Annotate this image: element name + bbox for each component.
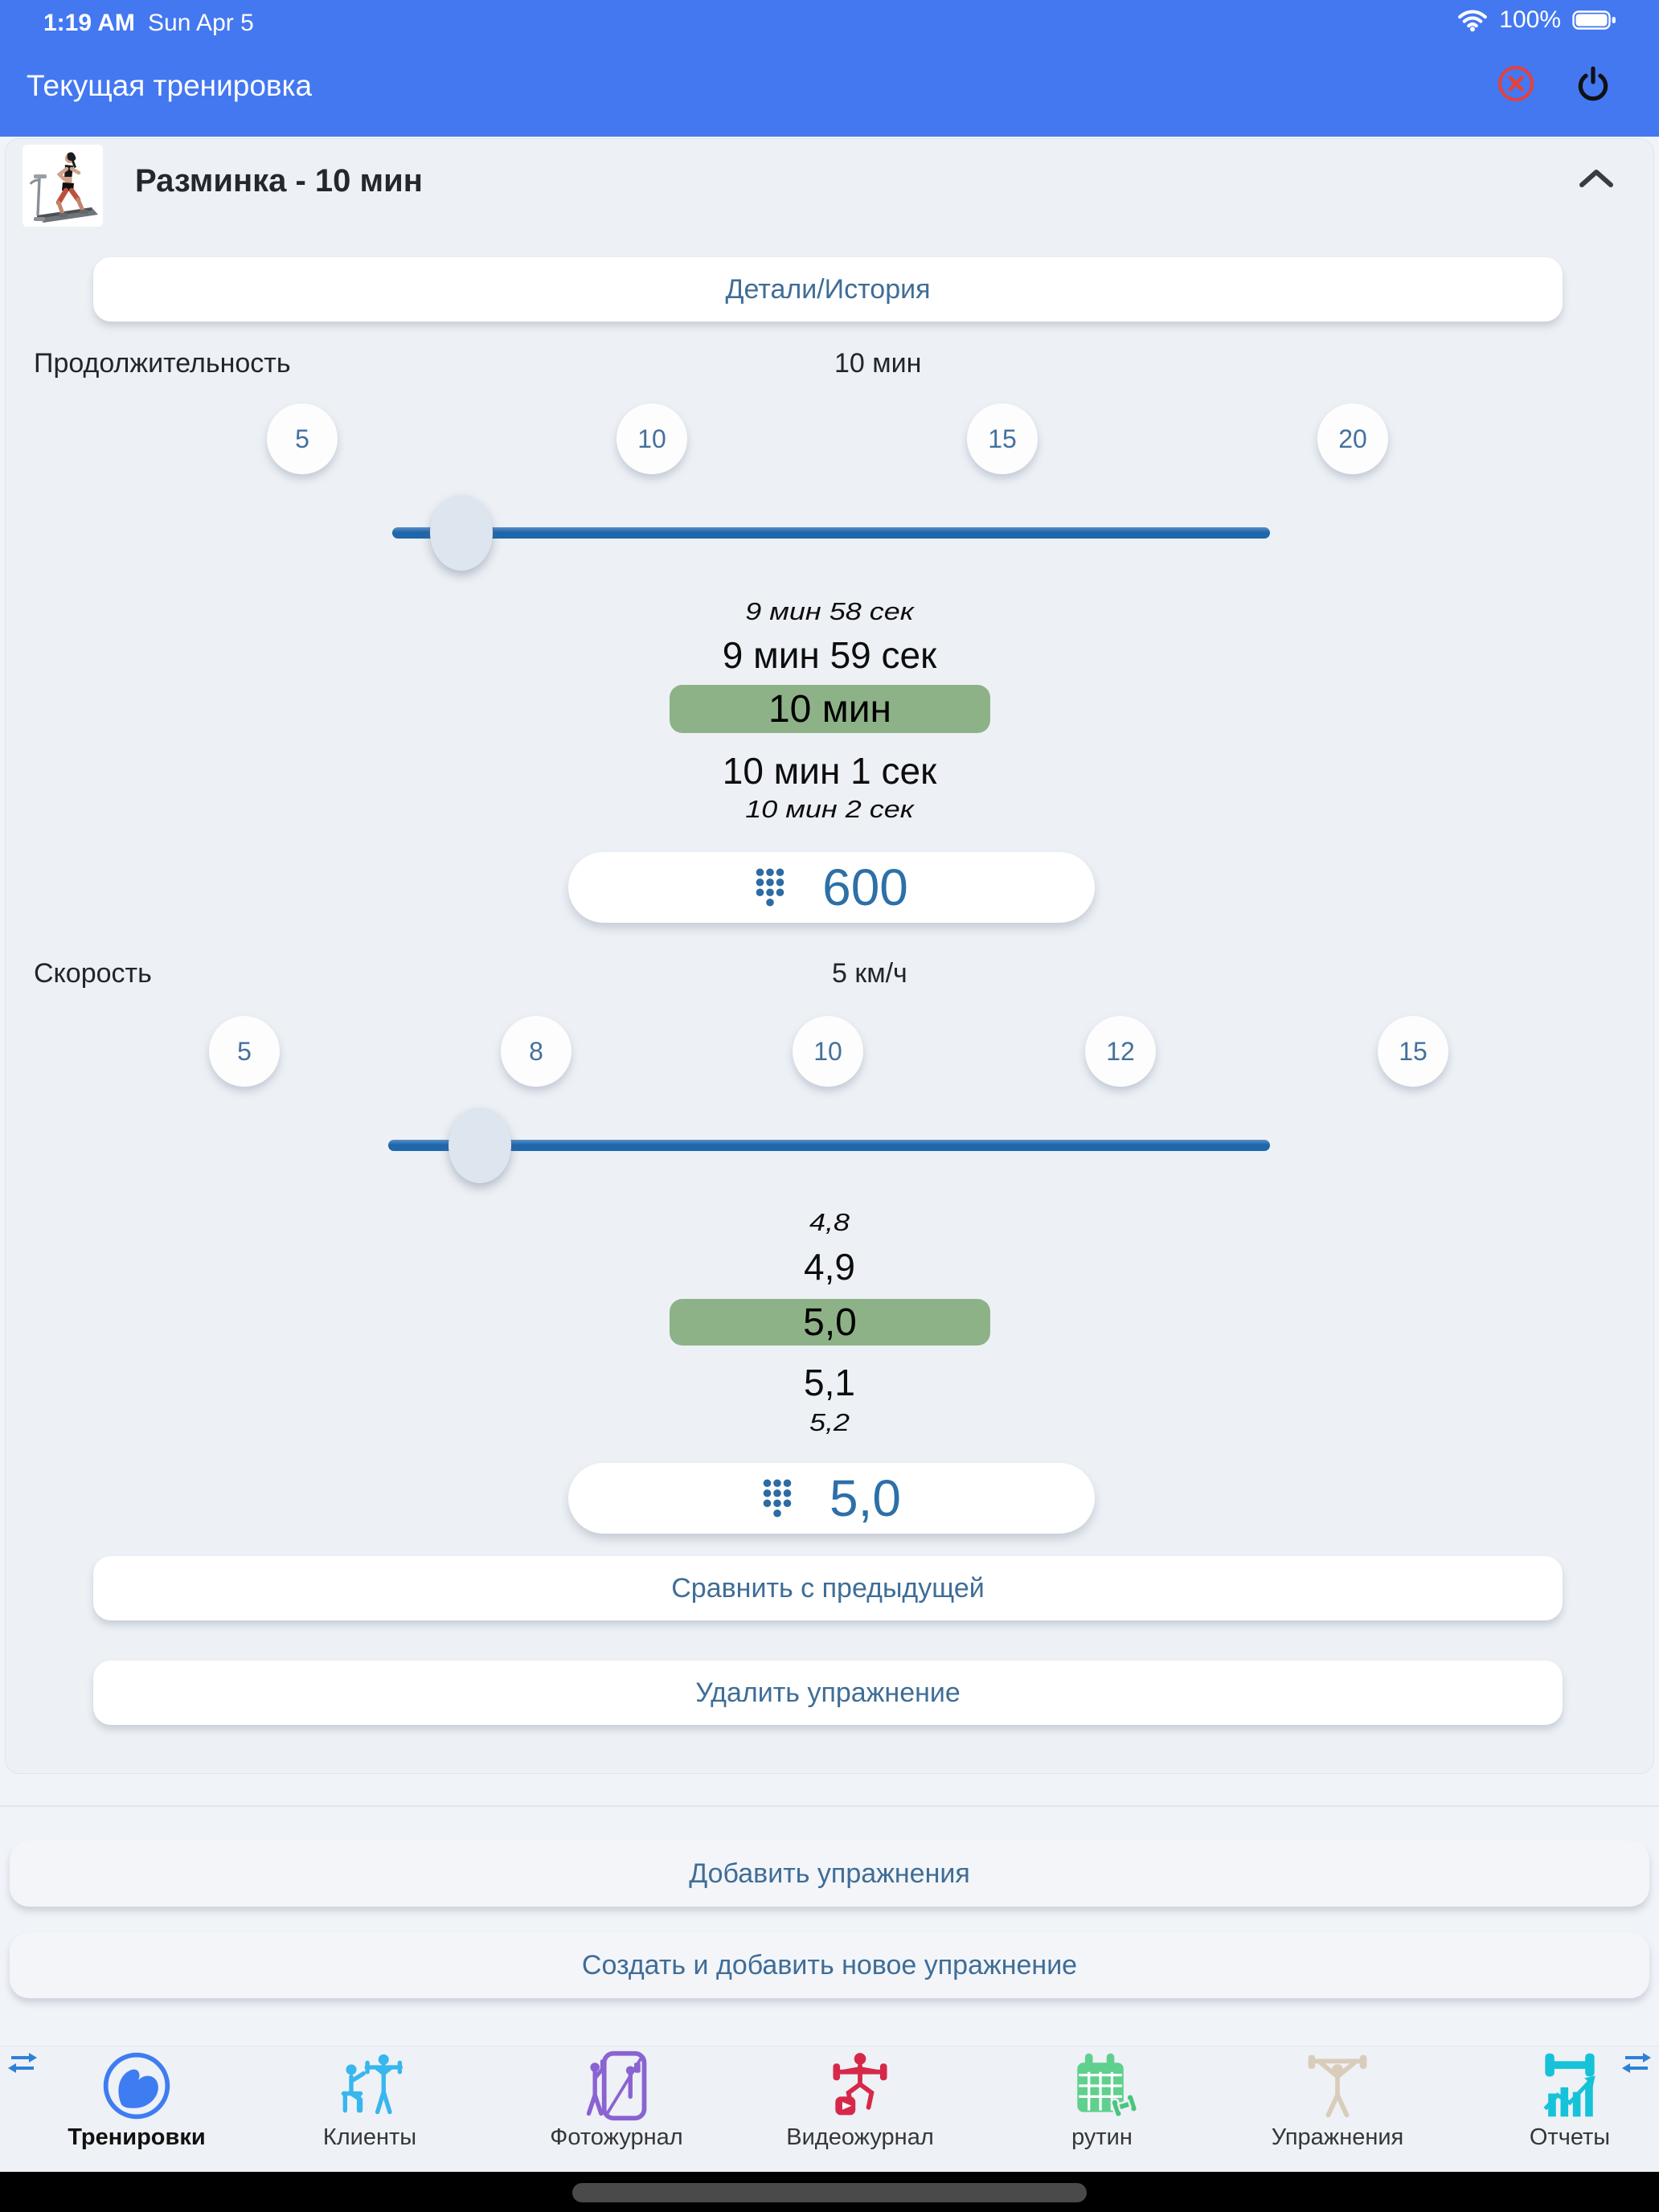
close-workout-icon[interactable] [1497, 64, 1535, 103]
swap-arrows-icon[interactable] [6, 2050, 39, 2075]
duration-picker-selected[interactable]: 10 мин [670, 685, 990, 733]
power-icon[interactable] [1574, 64, 1612, 103]
exercise-title: Разминка - 10 мин [135, 163, 423, 199]
duration-picker-row[interactable]: 10 мин 2 сек [745, 795, 914, 823]
top-bar [0, 0, 1659, 137]
status-date: Sun Apr 5 [148, 10, 254, 36]
create-add-exercise-button[interactable]: Создать и добавить новое упражнение [10, 1932, 1649, 1998]
duration-preset-5[interactable]: 5 [267, 403, 338, 474]
speed-value: 5 км/ч [832, 958, 907, 989]
photo-journal-icon [586, 2050, 647, 2121]
duration-slider-handle[interactable] [430, 495, 493, 571]
battery-icon [1572, 10, 1616, 30]
swap-arrows-icon[interactable] [1620, 2050, 1653, 2075]
section-divider [0, 1805, 1659, 1807]
home-indicator[interactable] [572, 2183, 1087, 2202]
tab-label: Отчеты [1529, 2124, 1611, 2150]
duration-picker-row[interactable]: 9 мин 58 сек [745, 597, 914, 625]
exercise-thumbnail[interactable] [23, 145, 103, 227]
tab-trainings[interactable]: Тренировки [40, 2049, 233, 2169]
tab-reports[interactable]: Отчеты [1473, 2049, 1659, 2169]
tab-clients[interactable]: Клиенты [273, 2049, 466, 2169]
clients-icon [341, 2054, 403, 2115]
duration-seconds-value: 600 [822, 858, 908, 916]
tab-label: Видеожурнал [786, 2124, 934, 2150]
exercises-icon [1308, 2054, 1367, 2118]
duration-seconds-input[interactable]: 600 [568, 852, 1095, 923]
tab-exercises[interactable]: Упражнения [1241, 2049, 1434, 2169]
speed-picker-row[interactable]: 5,1 [804, 1362, 855, 1403]
chevron-up-icon[interactable] [1579, 168, 1614, 189]
tab-routine[interactable]: рутин [1006, 2049, 1198, 2169]
duration-preset-20[interactable]: 20 [1317, 403, 1388, 474]
battery-percent: 100% [1499, 6, 1561, 33]
speed-picker-row[interactable]: 4,8 [809, 1208, 850, 1236]
tab-photo-journal[interactable]: Фотожурнал [520, 2049, 713, 2169]
speed-slider-handle[interactable] [449, 1108, 511, 1183]
speed-preset-12[interactable]: 12 [1085, 1016, 1156, 1087]
speed-preset-10[interactable]: 10 [793, 1016, 863, 1087]
bicep-icon [103, 2052, 170, 2120]
reports-icon [1543, 2053, 1596, 2117]
speed-preset-15[interactable]: 15 [1378, 1016, 1448, 1087]
tab-label: рутин [1071, 2124, 1133, 2150]
tab-label: Упражнения [1271, 2124, 1404, 2150]
duration-preset-15[interactable]: 15 [967, 403, 1038, 474]
duration-label: Продолжительность [34, 348, 291, 379]
speed-picker-row[interactable]: 4,9 [804, 1246, 855, 1288]
tab-label: Тренировки [68, 2124, 206, 2150]
tab-bar [0, 2046, 1659, 2173]
compare-previous-button[interactable]: Сравнить с предыдущей [93, 1556, 1563, 1620]
duration-picker-row[interactable]: 10 мин 1 сек [722, 750, 937, 792]
tab-label: Клиенты [322, 2124, 417, 2150]
speed-label: Скорость [34, 958, 152, 989]
duration-picker-row[interactable]: 9 мин 59 сек [722, 634, 937, 676]
routine-calendar-icon [1077, 2053, 1139, 2119]
duration-preset-10[interactable]: 10 [616, 403, 687, 474]
speed-preset-5[interactable]: 5 [209, 1016, 280, 1087]
wifi-icon [1458, 10, 1488, 32]
delete-exercise-button[interactable]: Удалить упражнение [93, 1661, 1563, 1725]
speed-value-input[interactable]: 5,0 [568, 1463, 1095, 1534]
tab-video-journal[interactable]: Видеожурнал [764, 2049, 956, 2169]
keypad-icon [763, 1479, 792, 1518]
speed-slider-track[interactable] [388, 1140, 1270, 1151]
speed-preset-8[interactable]: 8 [501, 1016, 571, 1087]
keypad-icon [756, 868, 784, 907]
add-exercises-button[interactable]: Добавить упражнения [10, 1841, 1649, 1907]
details-history-button[interactable]: Детали/История [93, 257, 1563, 322]
duration-slider-track[interactable] [392, 527, 1270, 539]
video-journal-icon [833, 2053, 887, 2116]
speed-input-value: 5,0 [830, 1469, 901, 1527]
tab-label: Фотожурнал [550, 2124, 683, 2150]
duration-value: 10 мин [834, 348, 922, 379]
status-time: 1:19 AM [43, 10, 135, 36]
speed-picker-row[interactable]: 5,2 [809, 1408, 850, 1436]
speed-picker-selected[interactable]: 5,0 [670, 1299, 990, 1346]
page-title: Текущая тренировка [27, 69, 313, 102]
